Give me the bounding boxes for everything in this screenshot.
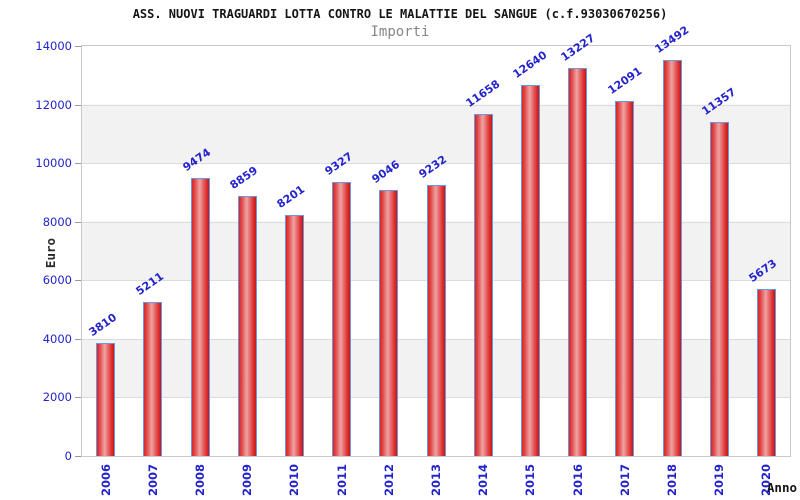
bar-value-label: 9046	[369, 157, 402, 187]
y-tick-label: 0	[64, 449, 72, 463]
bar-value-label: 5211	[133, 270, 166, 299]
chart-subtitle: Importi	[370, 24, 430, 40]
bar-2016	[568, 67, 588, 456]
bar-2015	[520, 84, 540, 456]
y-tick-mark	[75, 280, 81, 282]
bar-value-label: 12640	[510, 48, 550, 81]
x-tick-label: 2007	[145, 464, 160, 497]
x-tick-label: 2013	[429, 464, 443, 497]
y-tick-mark	[75, 456, 81, 457]
bar-2019	[709, 122, 729, 456]
chart-title: ASS. NUOVI TRAGUARDI LOTTA CONTRO LE MAL…	[132, 7, 668, 21]
plot-area: 3810 5211 9474 8859 8201 9327 9046 9232 11658 126…	[81, 23, 791, 457]
y-tick-label: 4000	[42, 331, 72, 346]
x-tick-label: 2006	[98, 464, 113, 497]
y-tick-label: 6000	[42, 273, 72, 288]
bar-2010	[284, 214, 304, 456]
y-tick-mark	[75, 163, 81, 165]
y-tick-label: 8000	[42, 214, 72, 229]
x-axis-title: Anno	[766, 480, 797, 495]
bar-2014	[473, 113, 493, 456]
bar-2018	[662, 59, 682, 456]
bar-2012	[379, 190, 399, 456]
bar-value-label: 12091	[605, 64, 645, 97]
x-tick-label: 2008	[193, 464, 207, 497]
y-tick-label: 2000	[42, 390, 72, 405]
y-tick-mark	[75, 46, 81, 47]
x-tick-label: 2009	[240, 464, 255, 497]
bar-value-label: 9327	[322, 149, 355, 178]
bar-2020	[756, 288, 776, 456]
y-tick-label: 14000	[35, 39, 72, 53]
bar-value-label: 8859	[227, 163, 261, 192]
x-tick-label: 2012	[381, 464, 396, 497]
gridline	[82, 163, 790, 165]
bar-value-label: 3810	[86, 311, 119, 340]
x-tick-label: 2010	[287, 464, 302, 497]
bar-2011	[332, 181, 352, 456]
y-axis-ticks	[75, 46, 81, 457]
x-tick-label: 2017	[617, 464, 632, 497]
y-tick-mark	[75, 338, 81, 340]
x-tick-label: 2016	[570, 464, 585, 497]
bar-value-label: 9232	[416, 152, 450, 181]
y-tick-mark	[75, 104, 81, 106]
y-axis: 0 2000 4000 6000 8000 10000 12000 14000	[0, 39, 72, 463]
x-tick-label: 2015	[523, 464, 538, 497]
x-tick-label: 2011	[334, 464, 349, 497]
x-axis: 2006 2007 2008 2009 2010 2011 2012 2013 2014 2015…	[82, 457, 790, 500]
y-tick-mark	[75, 221, 81, 223]
bar-2013	[426, 184, 446, 456]
bar-2006	[96, 343, 116, 456]
gridline	[82, 104, 790, 106]
y-tick-label: 10000	[35, 156, 72, 171]
x-tick-label: 2019	[712, 464, 727, 497]
bar-2017	[615, 100, 635, 456]
x-tick-label: 2018	[665, 464, 679, 497]
x-tick-label: 2014	[476, 464, 491, 497]
y-tick-label: 12000	[35, 97, 72, 112]
bar-value-label: 9474	[180, 145, 214, 174]
y-tick-mark	[75, 397, 81, 399]
bar-value-label: 11357	[699, 85, 739, 119]
bar-2008	[190, 177, 210, 456]
bar-2009	[237, 195, 257, 456]
bar-2007	[143, 302, 163, 456]
bar-value-label: 8201	[274, 182, 308, 211]
